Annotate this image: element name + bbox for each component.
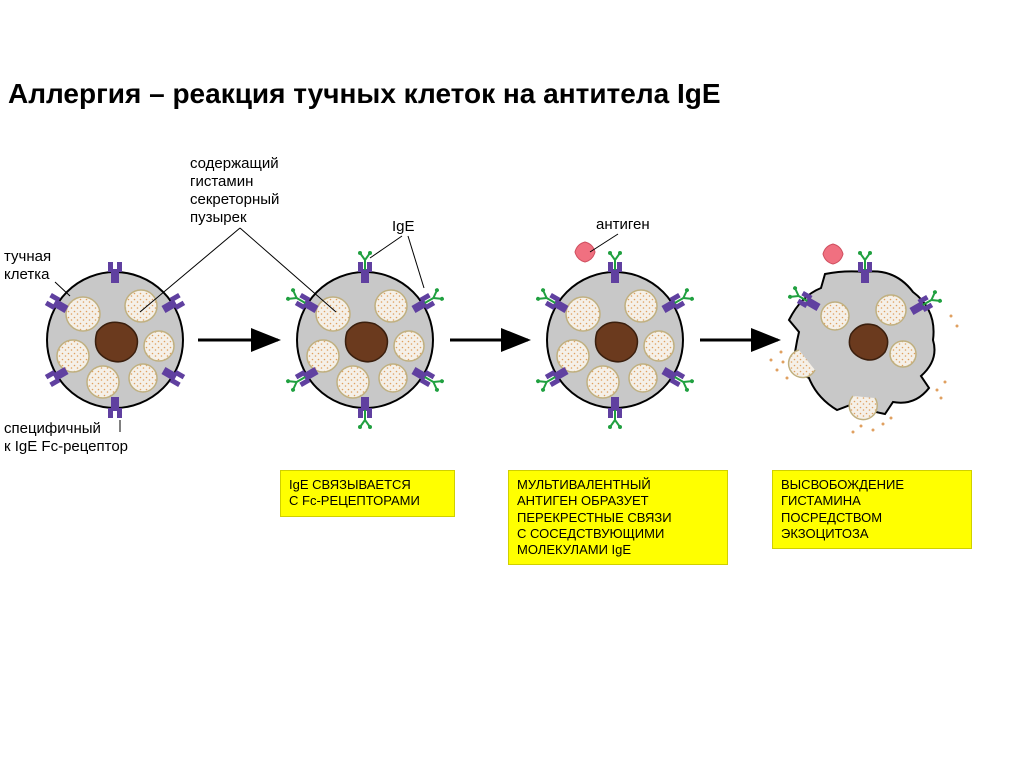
stage-crosslink: МУЛЬТИВАЛЕНТНЫЙ АНТИГЕН ОБРАЗУЕТ ПЕРЕКРЕ… [508,470,728,565]
cell-stage-3 [535,242,694,429]
cell-stage-1 [45,262,185,418]
stage-release: ВЫСВОБОЖДЕНИЕ ГИСТАМИНА ПОСРЕДСТВОМ ЭКЗО… [772,470,972,549]
cell-stage-4 [770,244,959,434]
stage-ige-binds: IgE СВЯЗЫВАЕТСЯ С Fc-РЕЦЕПТОРАМИ [280,470,455,517]
cells-diagram [0,0,1024,767]
